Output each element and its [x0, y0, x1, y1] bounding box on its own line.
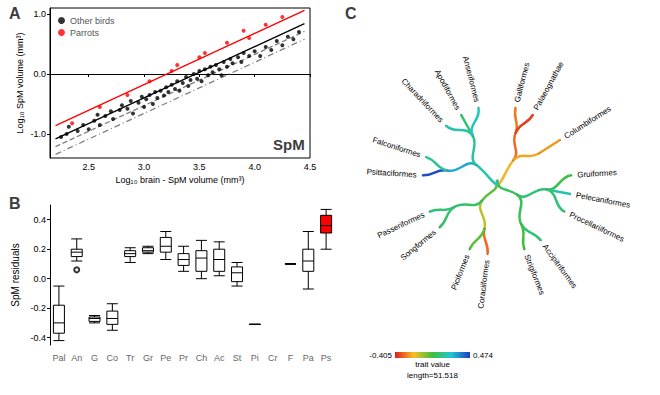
- svg-text:SpM: SpM: [273, 136, 305, 153]
- svg-text:Pa: Pa: [303, 353, 314, 363]
- svg-text:B: B: [9, 195, 21, 212]
- svg-text:An: An: [71, 353, 82, 363]
- svg-text:trait value: trait value: [415, 360, 450, 369]
- svg-text:0.0: 0.0: [33, 274, 46, 284]
- svg-text:Galliformes: Galliformes: [513, 62, 532, 103]
- svg-text:Psittaciformes: Psittaciformes: [366, 167, 417, 179]
- svg-text:Pr: Pr: [179, 353, 188, 363]
- svg-text:Passeriformes: Passeriformes: [376, 210, 426, 240]
- svg-text:St: St: [233, 353, 242, 363]
- svg-text:Charadriiformes: Charadriiformes: [400, 77, 446, 125]
- svg-text:4.5: 4.5: [304, 162, 317, 172]
- svg-text:G: G: [91, 353, 98, 363]
- svg-text:Pe: Pe: [160, 353, 171, 363]
- svg-text:Anseriformes: Anseriformes: [461, 55, 481, 103]
- svg-text:0.0: 0.0: [33, 69, 46, 79]
- svg-text:SpM residuals: SpM residuals: [10, 243, 21, 306]
- svg-text:Cr: Cr: [268, 353, 278, 363]
- svg-text:Falconiformes: Falconiformes: [371, 135, 421, 159]
- svg-text:4.0: 4.0: [248, 162, 261, 172]
- svg-text:Accipitriformes: Accipitriformes: [541, 242, 579, 290]
- svg-text:1.0: 1.0: [33, 9, 46, 19]
- svg-text:Parrots: Parrots: [70, 28, 100, 38]
- svg-text:-0.4: -0.4: [30, 333, 46, 343]
- svg-text:Piciformes: Piciformes: [449, 253, 471, 291]
- svg-text:Log₁₀ brain - SpM volume (mm³): Log₁₀ brain - SpM volume (mm³): [116, 175, 245, 185]
- svg-text:Gr: Gr: [143, 353, 153, 363]
- svg-text:length=51.518: length=51.518: [407, 371, 458, 380]
- svg-text:Gruiformes: Gruiformes: [577, 168, 617, 179]
- svg-text:0.2: 0.2: [33, 244, 46, 254]
- svg-text:Pelecaniformes: Pelecaniformes: [575, 191, 631, 210]
- svg-text:Strigiformes: Strigiformes: [522, 253, 546, 296]
- svg-text:Apodiformes: Apodiformes: [433, 68, 462, 112]
- svg-text:C: C: [345, 5, 357, 22]
- svg-text:Columbiformes: Columbiformes: [563, 104, 613, 140]
- svg-text:Songformes: Songformes: [399, 228, 438, 262]
- svg-text:Log₁₀ SpM volume (mm³): Log₁₀ SpM volume (mm³): [15, 33, 25, 134]
- svg-text:3.5: 3.5: [193, 162, 206, 172]
- svg-text:Ps: Ps: [321, 353, 332, 363]
- svg-text:-0.2: -0.2: [30, 303, 46, 313]
- svg-text:Other birds: Other birds: [70, 16, 115, 26]
- svg-text:0.474: 0.474: [473, 351, 494, 360]
- svg-text:-1.0: -1.0: [30, 129, 46, 139]
- svg-text:Procellariiformes: Procellariiformes: [568, 210, 626, 244]
- svg-text:Tr: Tr: [126, 353, 134, 363]
- svg-text:3.0: 3.0: [138, 162, 151, 172]
- svg-text:0.4: 0.4: [33, 215, 46, 225]
- svg-text:Pi: Pi: [251, 353, 259, 363]
- svg-text:2.5: 2.5: [82, 162, 95, 172]
- svg-text:A: A: [9, 5, 21, 22]
- svg-text:Ac: Ac: [214, 353, 225, 363]
- svg-text:Co: Co: [107, 353, 119, 363]
- svg-text:Pal: Pal: [52, 353, 65, 363]
- svg-text:Coraciiformes: Coraciiformes: [476, 259, 491, 309]
- svg-text:F: F: [288, 353, 294, 363]
- svg-text:Ch: Ch: [196, 353, 208, 363]
- svg-text:Palaeognathae: Palaeognathae: [532, 60, 566, 112]
- svg-text:-0.405: -0.405: [369, 351, 392, 360]
